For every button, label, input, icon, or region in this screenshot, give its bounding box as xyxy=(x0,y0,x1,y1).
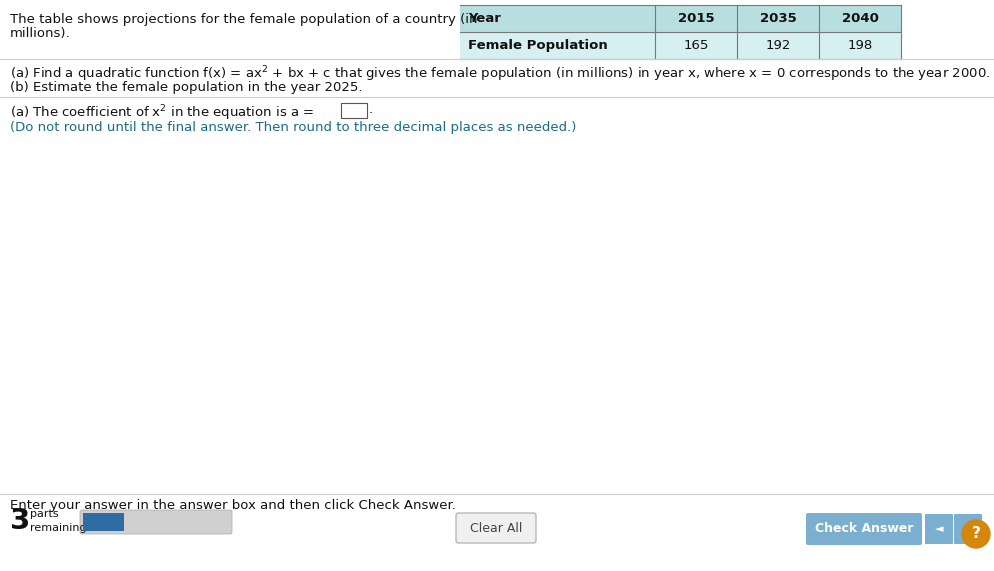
FancyBboxPatch shape xyxy=(80,510,232,534)
Text: 2040: 2040 xyxy=(841,12,878,25)
Text: (a) The coefficient of x$^2$ in the equation is a =: (a) The coefficient of x$^2$ in the equa… xyxy=(10,103,314,123)
FancyBboxPatch shape xyxy=(953,514,981,544)
FancyBboxPatch shape xyxy=(805,513,921,545)
Text: 192: 192 xyxy=(764,39,790,52)
Text: 198: 198 xyxy=(847,39,872,52)
Text: ◄: ◄ xyxy=(933,524,942,534)
Text: Year: Year xyxy=(467,12,500,25)
Text: (a) Find a quadratic function f(x) = ax$^2$ + bx + c that gives the female popul: (a) Find a quadratic function f(x) = ax$… xyxy=(10,64,989,83)
Circle shape xyxy=(961,520,989,548)
Text: Female Population: Female Population xyxy=(467,39,607,52)
Text: ?: ? xyxy=(970,526,979,541)
Bar xyxy=(341,103,367,118)
Text: 165: 165 xyxy=(683,39,708,52)
Text: .: . xyxy=(369,103,373,116)
Text: (Do not round until the final answer. Then round to three decimal places as need: (Do not round until the final answer. Th… xyxy=(10,121,576,134)
Text: millions).: millions). xyxy=(10,27,71,40)
Bar xyxy=(459,5,901,32)
FancyBboxPatch shape xyxy=(924,514,952,544)
Text: ►: ► xyxy=(963,524,971,534)
Text: 3: 3 xyxy=(10,507,31,535)
Text: Check Answer: Check Answer xyxy=(814,522,912,536)
Bar xyxy=(83,513,124,531)
Text: 2035: 2035 xyxy=(758,12,795,25)
Bar xyxy=(459,32,901,59)
Text: (b) Estimate the female population in the year 2025.: (b) Estimate the female population in th… xyxy=(10,81,362,94)
FancyBboxPatch shape xyxy=(455,513,536,543)
Text: Clear All: Clear All xyxy=(469,521,522,534)
Text: parts
remaining: parts remaining xyxy=(30,509,86,533)
Text: The table shows projections for the female population of a country (in: The table shows projections for the fema… xyxy=(10,13,477,26)
Text: 2015: 2015 xyxy=(677,12,714,25)
Text: Enter your answer in the answer box and then click Check Answer.: Enter your answer in the answer box and … xyxy=(10,499,455,512)
